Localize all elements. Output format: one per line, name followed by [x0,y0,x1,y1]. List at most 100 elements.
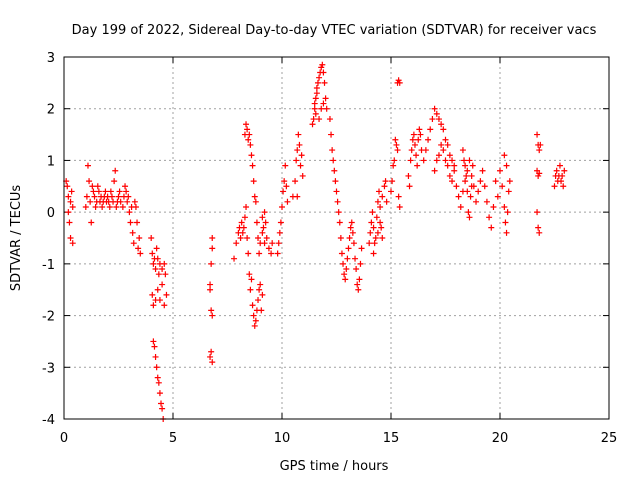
data-point [394,147,401,154]
data-point [389,178,396,185]
data-point [295,131,302,138]
data-point [370,224,377,231]
data-point [466,157,473,164]
data-point [108,193,115,200]
data-point [154,374,161,381]
data-point [269,240,276,247]
data-point [536,147,543,154]
data-point [438,141,445,148]
data-point [65,209,72,216]
data-point [83,193,90,200]
data-point [124,198,131,205]
data-point [479,167,486,174]
data-point [94,183,101,190]
data-point [326,116,333,123]
data-point [376,188,383,195]
data-point [297,162,304,169]
data-point [435,152,442,159]
data-point [335,209,342,216]
data-point [159,405,166,412]
data-point [358,245,365,252]
x-tick-label: 5 [169,431,177,446]
data-point [444,162,451,169]
data-point [320,69,327,76]
y-tick-label: -3 [42,361,55,376]
data-point [330,157,337,164]
data-point [367,229,374,236]
data-point [246,131,253,138]
data-point [343,266,350,273]
data-point [159,281,166,288]
data-point [91,193,98,200]
data-point [245,250,252,257]
data-point [501,203,508,210]
data-point [64,183,71,190]
data-point [259,214,266,221]
x-tick-label: 15 [383,431,400,446]
data-point [440,147,447,154]
data-point [344,255,351,262]
data-point [255,297,262,304]
data-point [252,317,259,324]
y-tick-label: 3 [47,51,55,66]
data-point [256,250,263,257]
data-point [373,214,380,221]
data-point [95,188,102,195]
data-point [374,229,381,236]
data-point [126,209,133,216]
data-point [132,203,139,210]
data-point [253,219,260,226]
data-point [155,271,162,278]
data-point [134,219,141,226]
data-point [68,188,75,195]
data-point [207,353,214,360]
data-point [407,157,414,164]
data-point [323,105,330,112]
data-point [414,162,421,169]
data-point [465,209,472,216]
data-point [82,203,89,210]
data-point [276,229,283,236]
data-point [309,121,316,128]
data-point [131,198,138,205]
data-point [357,260,364,267]
data-point [258,307,265,314]
data-point [429,116,436,123]
data-point [316,116,323,123]
data-point [464,188,471,195]
data-point [282,162,289,169]
data-point [256,286,263,293]
data-point [427,126,434,133]
data-point [92,203,99,210]
data-point [152,353,159,360]
data-point [353,266,360,273]
data-point [345,245,352,252]
data-point [156,390,163,397]
data-point [257,281,264,288]
data-point [250,312,257,319]
data-point [340,260,347,267]
data-point [334,198,341,205]
data-point [153,364,160,371]
data-point [156,297,163,304]
data-point [136,235,143,241]
data-points [63,61,568,422]
data-point [296,141,303,148]
data-point [312,95,319,102]
data-point [481,183,488,190]
data-point [356,276,363,283]
y-tick-labels: -4 -3 -2 -1 0 1 2 3 [42,51,55,428]
axis-ticks [63,56,610,420]
y-tick-label: -1 [42,258,55,273]
data-point [268,250,275,257]
data-point [161,302,168,309]
data-point [239,229,246,236]
data-point [208,348,215,355]
data-point [468,172,475,179]
data-point [396,79,403,86]
data-point [354,281,361,288]
data-point [506,178,513,185]
data-point [455,193,462,200]
data-point [379,235,386,241]
data-point [248,276,255,283]
